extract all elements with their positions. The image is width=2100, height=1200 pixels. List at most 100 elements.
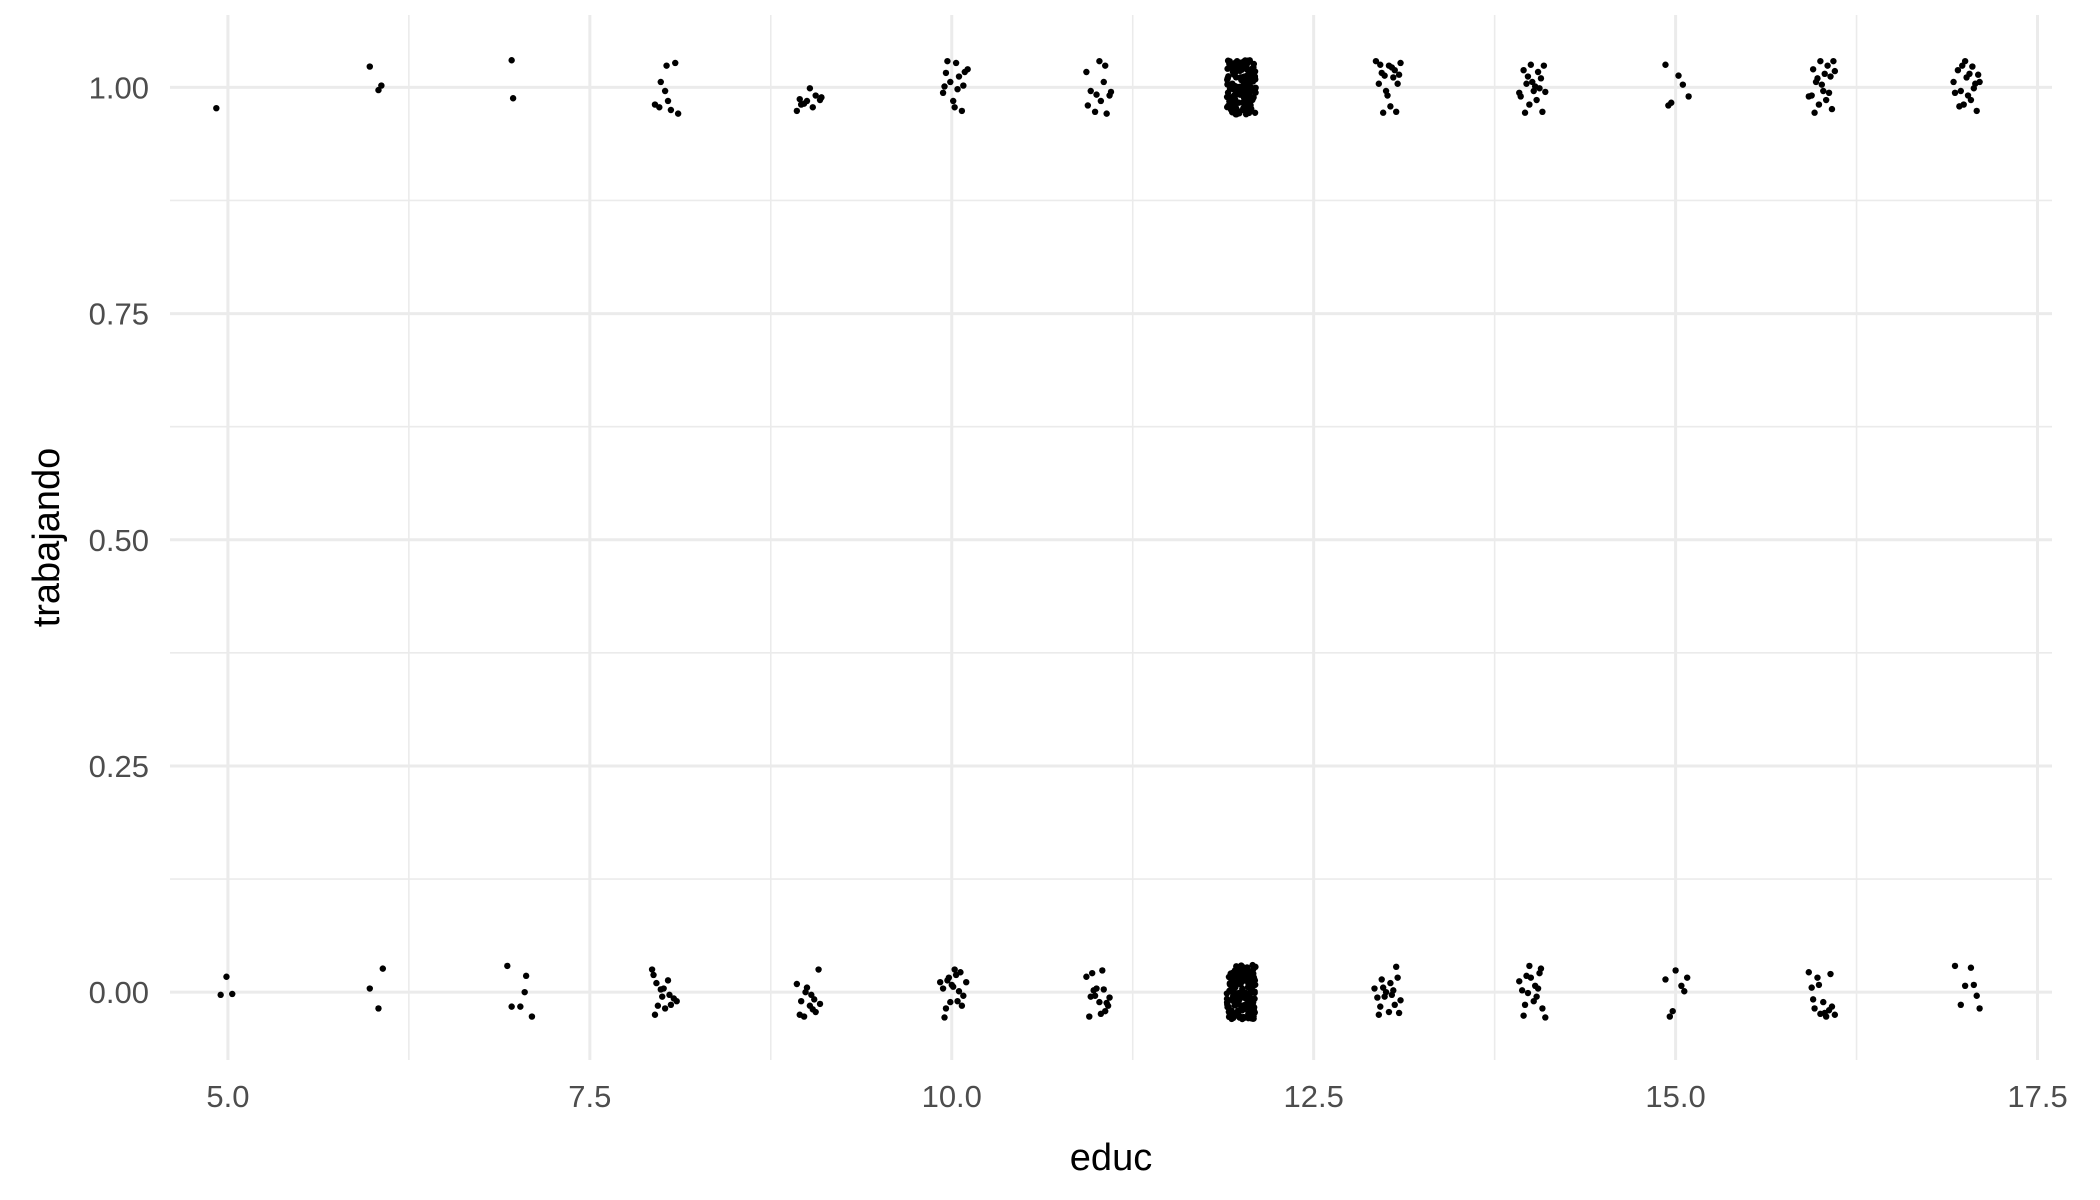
data-point [1107, 88, 1115, 96]
data-point [806, 1002, 814, 1009]
data-point [809, 104, 816, 111]
data-point [939, 985, 947, 992]
data-point [1534, 985, 1542, 992]
data-point [1820, 87, 1827, 95]
data-point [1956, 103, 1963, 110]
data-point [1536, 969, 1543, 977]
data-point [1240, 80, 1248, 87]
data-point [1087, 87, 1094, 95]
data-point [950, 983, 957, 990]
data-point [1821, 70, 1828, 78]
data-point [941, 1014, 948, 1021]
data-point [1251, 68, 1259, 75]
data-point [1805, 969, 1812, 976]
data-point [951, 966, 958, 973]
data-point [508, 57, 515, 64]
data-point [1394, 974, 1401, 981]
data-point [1669, 1007, 1676, 1015]
data-point [1951, 89, 1959, 97]
data-point [1374, 994, 1381, 1001]
data-point [366, 985, 373, 992]
data-point [1957, 87, 1964, 95]
data-point [1103, 999, 1110, 1007]
data-point [1974, 71, 1982, 78]
data-point [664, 977, 672, 984]
data-point [1517, 93, 1524, 100]
data-point [1231, 97, 1239, 104]
data-point [1243, 970, 1251, 977]
data-point [1248, 976, 1256, 983]
data-point [1683, 974, 1691, 981]
data-point [521, 988, 528, 996]
data-point [650, 971, 657, 979]
data-point [1808, 984, 1815, 991]
data-point [1226, 972, 1234, 980]
data-point [1249, 1015, 1256, 1022]
data-point [657, 78, 664, 86]
data-point [1518, 987, 1526, 994]
data-point [1662, 61, 1669, 68]
data-point [1084, 102, 1092, 109]
data-point [1096, 57, 1103, 65]
data-point [1237, 1013, 1245, 1021]
data-point [1378, 976, 1385, 983]
data-point [1372, 57, 1380, 65]
data-point [1523, 972, 1530, 980]
data-point [1970, 85, 1978, 92]
data-point [1672, 967, 1679, 974]
data-point [663, 62, 670, 69]
data-point [1371, 985, 1378, 992]
data-point [1524, 73, 1532, 80]
data-point [1233, 993, 1241, 1000]
data-point [1097, 1010, 1105, 1018]
data-point [1225, 1008, 1233, 1016]
data-point [1224, 65, 1231, 72]
data-point [1248, 105, 1255, 113]
data-point [1390, 74, 1397, 81]
data-point [1242, 107, 1250, 114]
data-point [1102, 62, 1109, 69]
data-point [1250, 87, 1257, 94]
data-point [1815, 101, 1823, 108]
data-point [812, 92, 819, 99]
data-point [229, 990, 236, 998]
data-point [1230, 68, 1238, 76]
data-point [1967, 96, 1975, 104]
data-point [659, 993, 666, 1000]
data-point [812, 1008, 819, 1016]
y-axis-title: trabajando [26, 448, 68, 628]
data-point [1970, 981, 1978, 989]
data-point [1226, 58, 1233, 65]
data-point [1090, 987, 1097, 994]
data-point [656, 104, 663, 111]
data-point [936, 978, 944, 986]
data-point [1097, 97, 1105, 105]
data-point [947, 998, 954, 1006]
data-point [1226, 95, 1234, 103]
data-point [1542, 88, 1549, 96]
data-point [815, 966, 822, 973]
data-point [1685, 93, 1692, 100]
data-point [941, 83, 948, 90]
data-point [1243, 88, 1250, 96]
data-point [375, 86, 382, 94]
data-point [366, 63, 373, 70]
data-point [528, 1013, 536, 1020]
data-point [1662, 976, 1669, 983]
data-point [1377, 61, 1384, 68]
data-point [944, 57, 951, 65]
data-point [1379, 109, 1387, 116]
data-point [1379, 984, 1387, 991]
data-point [509, 95, 517, 102]
data-point [672, 59, 679, 67]
data-point [1395, 1009, 1403, 1017]
data-point [950, 97, 957, 105]
y-tick-label: 0.25 [89, 749, 149, 784]
data-point [1231, 970, 1238, 977]
data-point [955, 73, 963, 80]
data-point [1533, 96, 1540, 104]
data-point [942, 69, 950, 77]
data-point [1827, 970, 1834, 978]
data-point [796, 95, 803, 103]
